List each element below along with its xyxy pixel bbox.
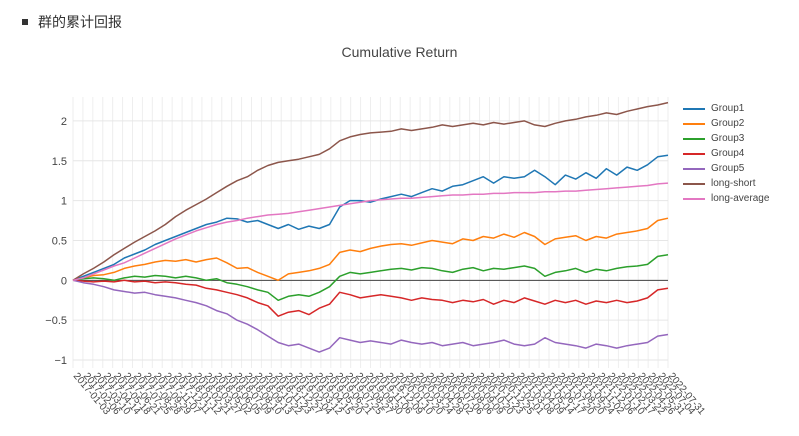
bullet-icon <box>22 19 28 25</box>
legend-swatch <box>683 122 705 125</box>
legend-item-long-short[interactable]: long-short <box>683 176 769 191</box>
section-title: 群的累计回报 <box>38 15 122 31</box>
legend-label: Group3 <box>711 133 745 144</box>
legend-swatch <box>683 137 705 140</box>
y-tick-label: −0.5 <box>45 315 67 327</box>
x-axis-ticks: 2017-01-032017-02-062017-03-102017-04-14… <box>71 371 708 418</box>
y-tick-label: 2 <box>61 116 67 128</box>
legend-item-long-average[interactable]: long-average <box>683 191 769 206</box>
legend-label: Group2 <box>711 118 745 129</box>
legend-label: long-short <box>711 178 756 189</box>
y-tick-label: 1 <box>61 196 67 208</box>
grid-layer <box>72 97 669 368</box>
y-tick-label: 0.5 <box>52 235 67 247</box>
series-layer <box>72 101 669 353</box>
series-line-Group3 <box>72 254 669 302</box>
legend-label: long-average <box>711 193 770 204</box>
legend-label: Group1 <box>711 103 745 114</box>
legend-item-Group4[interactable]: Group4 <box>683 146 769 161</box>
legend-label: Group5 <box>711 163 745 174</box>
series-line-Group2 <box>72 217 669 282</box>
series-line-Group4 <box>72 279 669 317</box>
legend-swatch <box>683 197 705 200</box>
legend-item-Group3[interactable]: Group3 <box>683 131 769 146</box>
section-header: 群的累计回报 <box>22 12 122 32</box>
legend-item-Group2[interactable]: Group2 <box>683 116 769 131</box>
legend-item-Group1[interactable]: Group1 <box>683 101 769 116</box>
series-line-Group5 <box>72 279 669 353</box>
chart-title: Cumulative Return <box>341 44 458 60</box>
y-axis-ticks: 2 1.5 1 0.5 0 −0.5 −1 <box>45 116 67 367</box>
y-tick-label: 0 <box>61 275 67 287</box>
series-line-long-average <box>72 182 669 282</box>
legend-swatch <box>683 167 705 170</box>
series-line-long-short <box>72 101 669 281</box>
legend-swatch <box>683 107 705 110</box>
legend-item-Group5[interactable]: Group5 <box>683 161 769 176</box>
y-tick-label: −1 <box>54 355 67 367</box>
series-line-Group1 <box>72 154 669 281</box>
legend-swatch <box>683 182 705 185</box>
legend-swatch <box>683 152 705 155</box>
legend: Group1 Group2 Group3 Group4 Group5 long-short… <box>683 101 769 206</box>
legend-label: Group4 <box>711 148 745 159</box>
y-tick-label: 1.5 <box>52 156 67 168</box>
